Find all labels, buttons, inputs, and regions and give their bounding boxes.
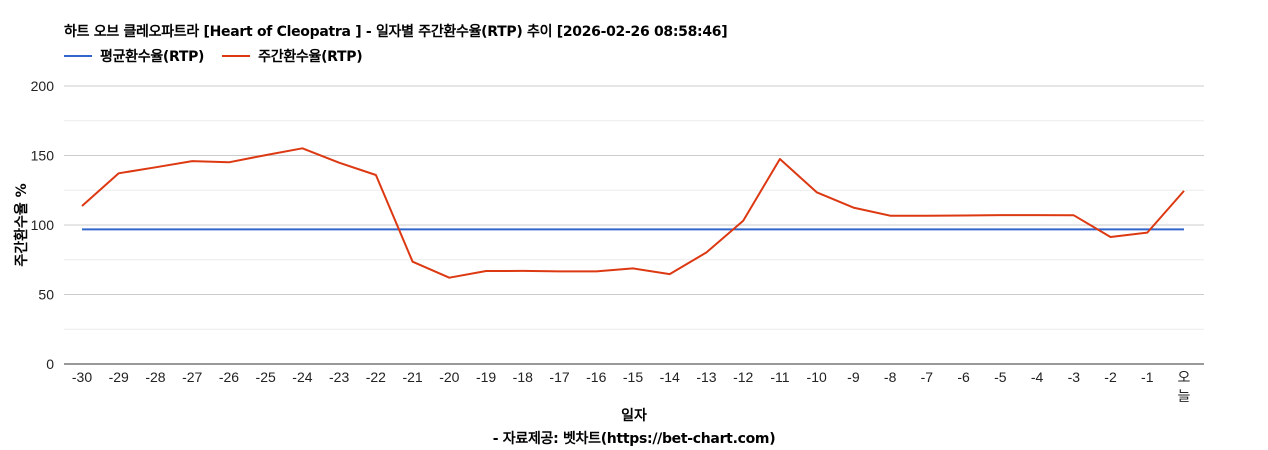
x-tick-label: -25 (256, 369, 276, 385)
x-tick-label: -23 (329, 369, 349, 385)
x-tick-label: -28 (145, 369, 165, 385)
y-axis-ticks: 0 50 100 150 200 (31, 78, 55, 372)
x-tick-label: 오 (1178, 369, 1191, 385)
legend-label-weekly: 주간환수율(RTP) (258, 49, 363, 65)
x-tick-label: -19 (476, 369, 496, 385)
x-tick-label: -29 (109, 369, 129, 385)
y-tick-label: 50 (38, 287, 54, 303)
x-tick-label: -13 (696, 369, 716, 385)
x-tick-label: -30 (72, 369, 92, 385)
x-tick-label: -21 (402, 369, 422, 385)
x-tick-label: -22 (366, 369, 386, 385)
x-tick-label: -8 (884, 369, 897, 385)
legend-label-average: 평균환수율(RTP) (100, 49, 205, 65)
x-tick-label: -17 (549, 369, 569, 385)
legend-item-weekly[interactable]: 주간환수율(RTP) (222, 46, 363, 66)
x-tick-label: -1 (1141, 369, 1154, 385)
weekly-rtp-line[interactable] (81, 147, 1185, 279)
x-axis-ticks: -30 -29 -28 -27 -26 -25 -24 -23 -22 -21 -20 -19 -18-… (72, 369, 1191, 404)
x-tick-label: -15 (623, 369, 643, 385)
x-tick-label: -5 (994, 369, 1007, 385)
x-tick-label: -9 (847, 369, 860, 385)
data-credit: - 자료제공: 벳차트(https://bet-chart.com) (492, 431, 776, 447)
y-axis-label: 주간환수율 % (14, 183, 30, 267)
x-tick-label: -3 (1068, 369, 1081, 385)
gridlines (64, 85, 1204, 330)
legend-swatch-average (64, 55, 92, 57)
x-tick-label: -14 (660, 369, 680, 385)
x-tick-label: -2 (1104, 369, 1117, 385)
x-tick-label: -20 (439, 369, 459, 385)
y-tick-label: 0 (46, 356, 54, 372)
x-tick-label: -27 (182, 369, 202, 385)
x-tick-label: -6 (957, 369, 970, 385)
y-tick-label: 200 (31, 78, 55, 94)
x-tick-label: -7 (921, 369, 934, 385)
x-tick-label: -18 (513, 369, 533, 385)
x-tick-label: -4 (1031, 369, 1044, 385)
legend-item-average[interactable]: 평균환수율(RTP) (64, 46, 204, 66)
x-axis-label: 일자 (621, 408, 647, 424)
x-tick-label: -10 (807, 369, 827, 385)
x-tick-label: -26 (219, 369, 239, 385)
chart-title: 하트 오브 클레오파트라 [Heart of Cleopatra ] - 일자별… (64, 24, 728, 40)
x-tick-label: -24 (292, 369, 312, 385)
series-lines (81, 147, 1185, 279)
y-tick-label: 150 (31, 148, 55, 164)
x-tick-label: -16 (586, 369, 606, 385)
chart-legend: 평균환수율(RTP) 주간환수율(RTP) (64, 46, 380, 66)
x-tick-label: 늘 (1178, 388, 1191, 404)
x-tick-label: -12 (733, 369, 753, 385)
legend-swatch-weekly (222, 55, 251, 57)
x-tick-label: -11 (770, 369, 789, 385)
y-tick-label: 100 (31, 217, 55, 233)
